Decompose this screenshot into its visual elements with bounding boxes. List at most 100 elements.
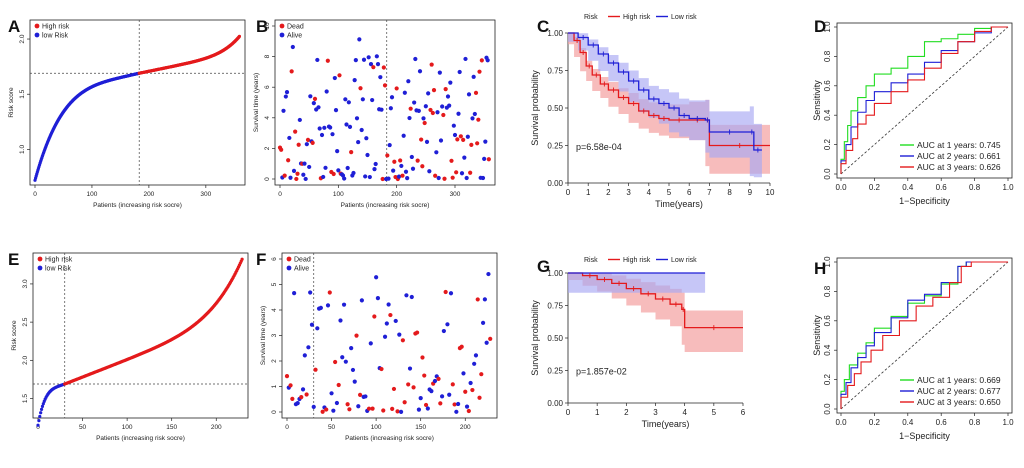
y-tick-label: 1.0 [823, 256, 832, 268]
survival-point [375, 62, 381, 67]
survival-point [409, 154, 414, 160]
legend-label: AUC at 2 years: 0.677 [917, 386, 1001, 396]
survival-point [307, 164, 312, 170]
survival-point [391, 168, 396, 173]
panel-label-C: C [537, 17, 549, 36]
y-tick-label: 0 [264, 177, 271, 181]
risk-point [38, 414, 42, 419]
x-tick-label: 4 [682, 408, 687, 417]
survival-point [291, 168, 297, 174]
survival-point [324, 89, 329, 94]
survival-point [417, 69, 423, 74]
legend-label: AUC at 3 years: 0.626 [917, 162, 1001, 172]
survival-point [345, 165, 350, 171]
survival-point [483, 139, 488, 144]
y-tick-label: 0.50 [547, 334, 563, 343]
survival-point [374, 54, 379, 59]
survival-point [475, 141, 480, 146]
survival-point [363, 174, 368, 179]
y-tick-label: 1.00 [547, 29, 563, 38]
x-tick-label: 0 [566, 408, 571, 417]
survival-point [293, 129, 298, 134]
legend-label: low Risk [45, 266, 72, 273]
survival-point [462, 155, 467, 160]
panel-C: C 0 1 2 3 4 5 6 7 8 9 10 0.00 0.25 0.50 0.75 1.00 Time(ye… [530, 14, 775, 209]
legend-marker [34, 23, 40, 29]
survival-point [329, 391, 334, 396]
low-risk-ci [568, 33, 762, 178]
survival-point [354, 333, 359, 338]
y-tick-label: 0.2 [823, 373, 832, 385]
low-risk-curve [568, 32, 762, 151]
survival-point [360, 97, 365, 102]
risk-point [40, 404, 45, 408]
survival-point [425, 406, 430, 411]
y-tick-label: 0.6 [823, 315, 832, 327]
x-tick-label: 200 [460, 424, 471, 431]
survival-point [379, 366, 384, 372]
x-tick-label: 5 [667, 188, 672, 197]
x-tick-label: 6 [741, 408, 746, 417]
survival-point [452, 132, 458, 138]
survival-point [297, 117, 302, 123]
survival-point [452, 402, 457, 407]
survival-point [412, 100, 417, 105]
survival-point [296, 142, 301, 147]
survival-point [445, 322, 450, 327]
survival-point [429, 62, 434, 67]
x-tick-label: 0 [566, 188, 571, 197]
survival-point [393, 318, 398, 324]
survival-point [389, 95, 395, 100]
diagonal-reference [840, 26, 1009, 175]
survival-point [284, 90, 290, 95]
survival-point [351, 170, 356, 176]
survival-point [461, 137, 466, 142]
survival-point [476, 117, 481, 122]
survival-point [475, 297, 480, 302]
survival-point [461, 371, 466, 376]
survival-point [464, 404, 470, 409]
survival-point [486, 271, 491, 277]
survival-point [370, 406, 375, 411]
y-tick-label: 10 [264, 22, 271, 30]
survival-point [449, 158, 454, 163]
survival-point [322, 125, 327, 130]
x-tick-label: 9 [748, 188, 753, 197]
survival-point [442, 176, 447, 181]
survival-point [281, 108, 286, 113]
survival-point [372, 314, 377, 319]
risk-point [39, 411, 43, 415]
survival-point [374, 275, 379, 280]
legend-label: AUC at 3 years: 0.650 [917, 397, 1001, 407]
plot-frame [32, 252, 249, 419]
survival-point [325, 303, 331, 308]
y-axis-label: Risk score [11, 320, 18, 351]
survival-point [311, 101, 316, 106]
y-tick-label: 0.4 [823, 344, 832, 356]
y-tick-label: 0.6 [823, 80, 832, 92]
survival-point [330, 132, 335, 137]
survival-point [479, 372, 484, 377]
survival-point [310, 140, 315, 145]
legend-label: High risk [623, 14, 651, 21]
x-tick-label: 150 [166, 424, 177, 431]
survival-point [399, 163, 404, 169]
survival-point [398, 409, 404, 414]
survival-point [304, 142, 309, 147]
panel-label-D: D [814, 17, 826, 36]
survival-point [308, 290, 313, 295]
x-tick-label: 0.0 [835, 183, 847, 192]
survival-point [364, 136, 369, 141]
y-tick-label: 0.25 [547, 142, 563, 151]
survival-point [388, 312, 393, 318]
high-risk-curve [568, 272, 743, 329]
survival-point [420, 355, 425, 360]
survival-point [434, 150, 439, 155]
legend-label: Dead [294, 257, 311, 264]
survival-point [301, 172, 306, 177]
y-axis-label: Risk score [8, 87, 15, 118]
survival-point [363, 394, 368, 399]
diagonal-reference [840, 261, 1009, 410]
survival-point [312, 96, 318, 101]
